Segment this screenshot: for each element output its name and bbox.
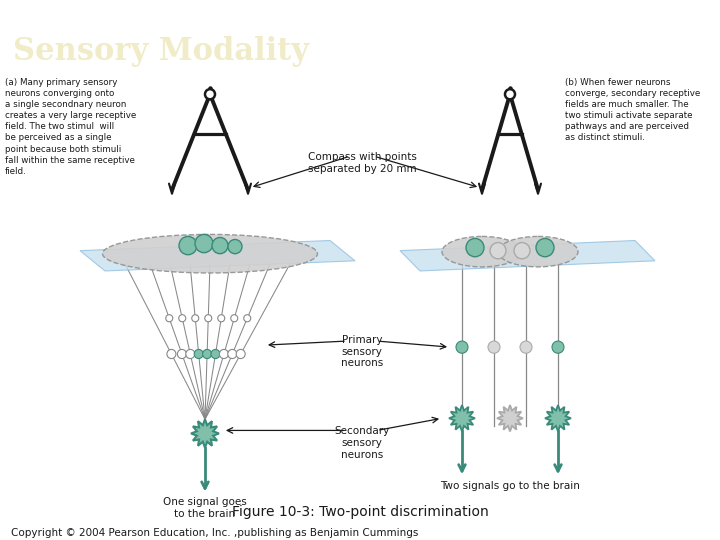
Circle shape xyxy=(505,89,515,99)
Circle shape xyxy=(466,239,484,256)
Circle shape xyxy=(195,234,213,253)
Circle shape xyxy=(456,341,468,353)
Circle shape xyxy=(211,349,220,359)
Text: Primary
sensory
neurons: Primary sensory neurons xyxy=(341,335,383,368)
Circle shape xyxy=(236,349,246,359)
Circle shape xyxy=(186,349,195,359)
Circle shape xyxy=(490,242,506,259)
Circle shape xyxy=(230,315,238,322)
Text: Sensory Modality: Sensory Modality xyxy=(13,36,309,66)
Ellipse shape xyxy=(102,234,318,273)
Ellipse shape xyxy=(442,237,522,267)
Circle shape xyxy=(228,239,242,254)
Circle shape xyxy=(220,349,228,359)
Circle shape xyxy=(202,349,212,359)
Polygon shape xyxy=(80,240,355,271)
Polygon shape xyxy=(497,405,523,431)
Text: Secondary
sensory
neurons: Secondary sensory neurons xyxy=(334,427,390,460)
Text: (a) Many primary sensory
neurons converging onto
a single secondnary neuron
crea: (a) Many primary sensory neurons converg… xyxy=(5,78,136,176)
Polygon shape xyxy=(545,405,571,431)
Circle shape xyxy=(217,315,225,322)
Circle shape xyxy=(212,238,228,254)
Circle shape xyxy=(244,315,251,322)
Circle shape xyxy=(192,315,199,322)
Circle shape xyxy=(228,349,237,359)
Circle shape xyxy=(179,315,186,322)
Text: Two signals go to the brain: Two signals go to the brain xyxy=(440,481,580,491)
Polygon shape xyxy=(400,240,655,271)
Circle shape xyxy=(167,349,176,359)
Text: Compass with points
separated by 20 mm: Compass with points separated by 20 mm xyxy=(307,152,416,174)
Circle shape xyxy=(204,315,212,322)
Polygon shape xyxy=(449,405,475,431)
Circle shape xyxy=(179,237,197,255)
Text: Figure 10-3: Two-point discrimination: Figure 10-3: Two-point discrimination xyxy=(232,505,488,518)
Text: (b) When fewer neurons
converge, secondary receptive
fields are much smaller. Th: (b) When fewer neurons converge, seconda… xyxy=(565,78,701,143)
Circle shape xyxy=(552,341,564,353)
Circle shape xyxy=(205,89,215,99)
Circle shape xyxy=(194,349,203,359)
Ellipse shape xyxy=(498,237,578,267)
Circle shape xyxy=(520,341,532,353)
Circle shape xyxy=(166,315,173,322)
Circle shape xyxy=(177,349,186,359)
Circle shape xyxy=(536,239,554,256)
Text: One signal goes
to the brain: One signal goes to the brain xyxy=(163,497,247,519)
Text: Copyright © 2004 Pearson Education, Inc. ,publishing as Benjamin Cummings: Copyright © 2004 Pearson Education, Inc.… xyxy=(11,528,418,538)
Circle shape xyxy=(488,341,500,353)
Polygon shape xyxy=(191,419,219,448)
Circle shape xyxy=(514,242,530,259)
